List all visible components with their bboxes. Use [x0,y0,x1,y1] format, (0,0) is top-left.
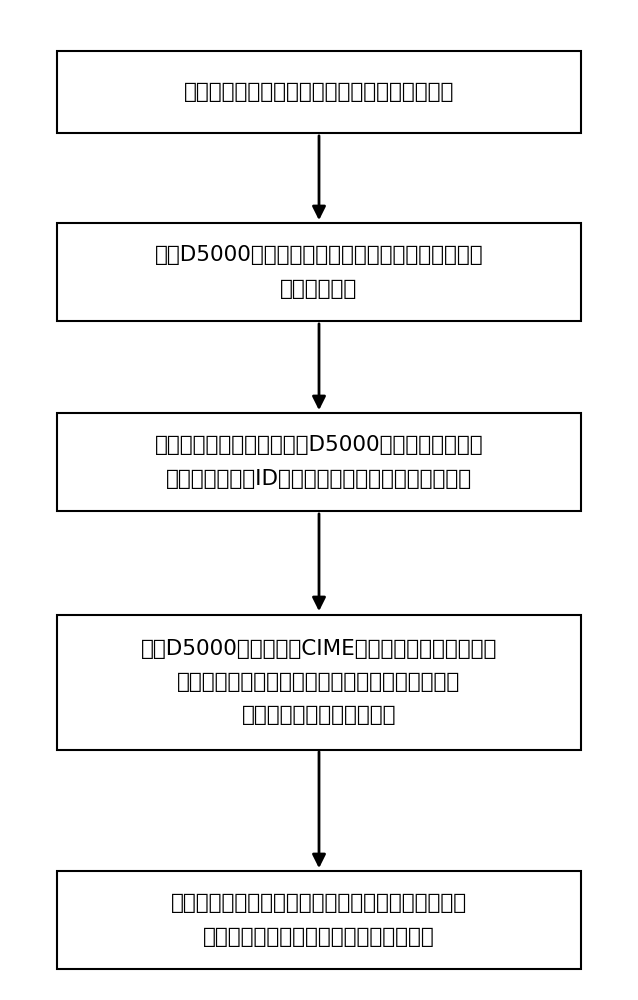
Text: 解析D5000系统推送的CIME文件，提取站内相关刀闸: 解析D5000系统推送的CIME文件，提取站内相关刀闸 [141,639,497,659]
Text: 和变压器各侧的ID与录波分析模型中的电流通道关联: 和变压器各侧的ID与录波分析模型中的电流通道关联 [166,469,472,489]
FancyBboxPatch shape [57,51,581,133]
FancyBboxPatch shape [57,614,581,750]
Text: 结合D5000系统中各一次设备编号，将其与一次设备: 结合D5000系统中各一次设备编号，将其与一次设备 [154,245,484,265]
FancyBboxPatch shape [57,223,581,321]
Text: 根据一次设备运行模型获取与母线相关的连接单元的: 根据一次设备运行模型获取与母线相关的连接单元的 [171,893,467,913]
Text: 基本模型关联: 基本模型关联 [280,279,358,299]
FancyBboxPatch shape [57,871,581,969]
Text: 基于一次设备主接线图，建立一次设备基本模型: 基于一次设备主接线图，建立一次设备基本模型 [184,82,454,102]
FancyBboxPatch shape [57,413,581,511]
Text: 扩展故障录波信息模型，将D5000系统中线路、母联: 扩展故障录波信息模型，将D5000系统中线路、母联 [154,435,484,455]
Text: 电流信息，计算差流并进行故障诊断分析: 电流信息，计算差流并进行故障诊断分析 [203,927,435,947]
Text: 系，得到一次设备运行模型: 系，得到一次设备运行模型 [242,705,396,725]
Text: 和断路器的状态，确立母线与各连接单元的连接关: 和断路器的状态，确立母线与各连接单元的连接关 [177,672,461,692]
